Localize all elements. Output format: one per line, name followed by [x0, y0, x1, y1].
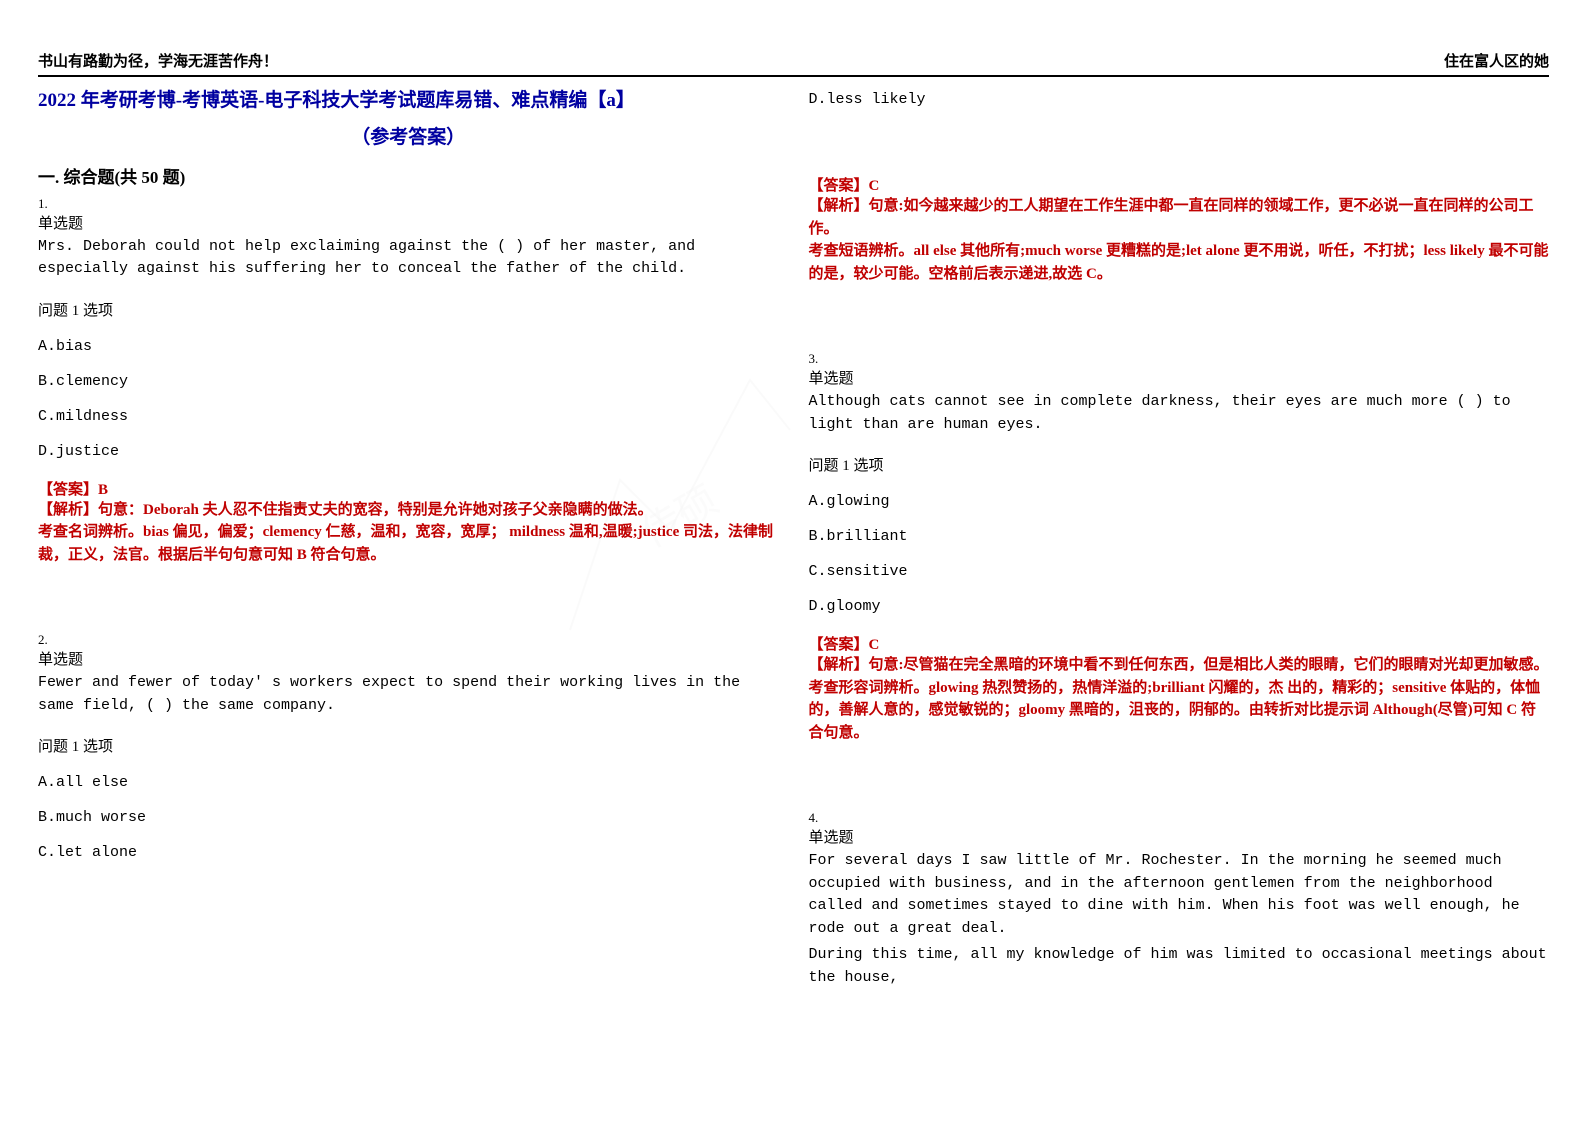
question-number: 2.: [38, 632, 779, 648]
answer-label: 【答案】C: [809, 174, 1550, 195]
explanation-line: 考查形容词辨析。glowing 热烈赞扬的，热情洋溢的;brilliant 闪耀…: [809, 677, 1550, 745]
option-a: A.glowing: [809, 493, 1550, 510]
option-heading: 问题 1 选项: [38, 735, 779, 756]
question-text: Fewer and fewer of today' s workers expe…: [38, 672, 779, 717]
header-right-text: 住在富人区的她: [1444, 50, 1549, 71]
option-c: C.sensitive: [809, 563, 1550, 580]
explanation-line: 【解析】句意：Deborah 夫人忍不住指责丈夫的宽容，特别是允许她对孩子父亲隐…: [38, 499, 779, 522]
option-d: D.gloomy: [809, 598, 1550, 615]
explanation-line: 【解析】句意:如今越来越少的工人期望在工作生涯中都一直在同样的领域工作，更不必说…: [809, 195, 1550, 240]
question-text-line: For several days I saw little of Mr. Roc…: [809, 850, 1550, 940]
explanation-line: 考查名词辨析。bias 偏见，偏爱；clemency 仁慈，温和，宽容，宽厚； …: [38, 521, 779, 566]
section-heading: 一. 综合题(共 50 题): [38, 163, 779, 188]
option-d: D.justice: [38, 443, 779, 460]
option-d: D.less likely: [809, 91, 1550, 108]
explanation-line: 考查短语辨析。all else 其他所有;much worse 更糟糕的是;le…: [809, 240, 1550, 285]
right-column: D.less likely 【答案】C 【解析】句意:如今越来越少的工人期望在工…: [809, 87, 1550, 989]
option-heading: 问题 1 选项: [809, 454, 1550, 475]
left-column: 2022 年考研考博-考博英语-电子科技大学考试题库易错、难点精编【a】 （参考…: [38, 87, 779, 989]
question-text-line: During this time, all my knowledge of hi…: [809, 944, 1550, 989]
document-title: 2022 年考研考博-考博英语-电子科技大学考试题库易错、难点精编【a】: [38, 87, 779, 116]
question-number: 1.: [38, 196, 779, 212]
option-c: C.let alone: [38, 844, 779, 861]
page-header: 书山有路勤为径，学海无涯苦作舟！ 住在富人区的她: [38, 50, 1549, 77]
option-c: C.mildness: [38, 408, 779, 425]
question-text: Mrs. Deborah could not help exclaiming a…: [38, 236, 779, 281]
option-b: B.much worse: [38, 809, 779, 826]
question-text: Although cats cannot see in complete dar…: [809, 391, 1550, 436]
question-number: 3.: [809, 351, 1550, 367]
option-b: B.brilliant: [809, 528, 1550, 545]
answer-label: 【答案】B: [38, 478, 779, 499]
option-a: A.all else: [38, 774, 779, 791]
answer-label: 【答案】C: [809, 633, 1550, 654]
option-b: B.clemency: [38, 373, 779, 390]
explanation-line: 【解析】句意:尽管猫在完全黑暗的环境中看不到任何东西，但是相比人类的眼睛，它们的…: [809, 654, 1550, 677]
question-type: 单选题: [38, 648, 779, 669]
content-columns: 2022 年考研考博-考博英语-电子科技大学考试题库易错、难点精编【a】 （参考…: [38, 87, 1549, 989]
option-heading: 问题 1 选项: [38, 299, 779, 320]
option-a: A.bias: [38, 338, 779, 355]
header-left-text: 书山有路勤为径，学海无涯苦作舟！: [38, 50, 278, 71]
question-type: 单选题: [809, 367, 1550, 388]
question-type: 单选题: [809, 826, 1550, 847]
page-container: 传硕 书山有路勤为径，学海无涯苦作舟！ 住在富人区的她 2022 年考研考博-考…: [0, 0, 1587, 1122]
question-number: 4.: [809, 810, 1550, 826]
question-type: 单选题: [38, 212, 779, 233]
document-subtitle: （参考答案）: [38, 122, 779, 149]
